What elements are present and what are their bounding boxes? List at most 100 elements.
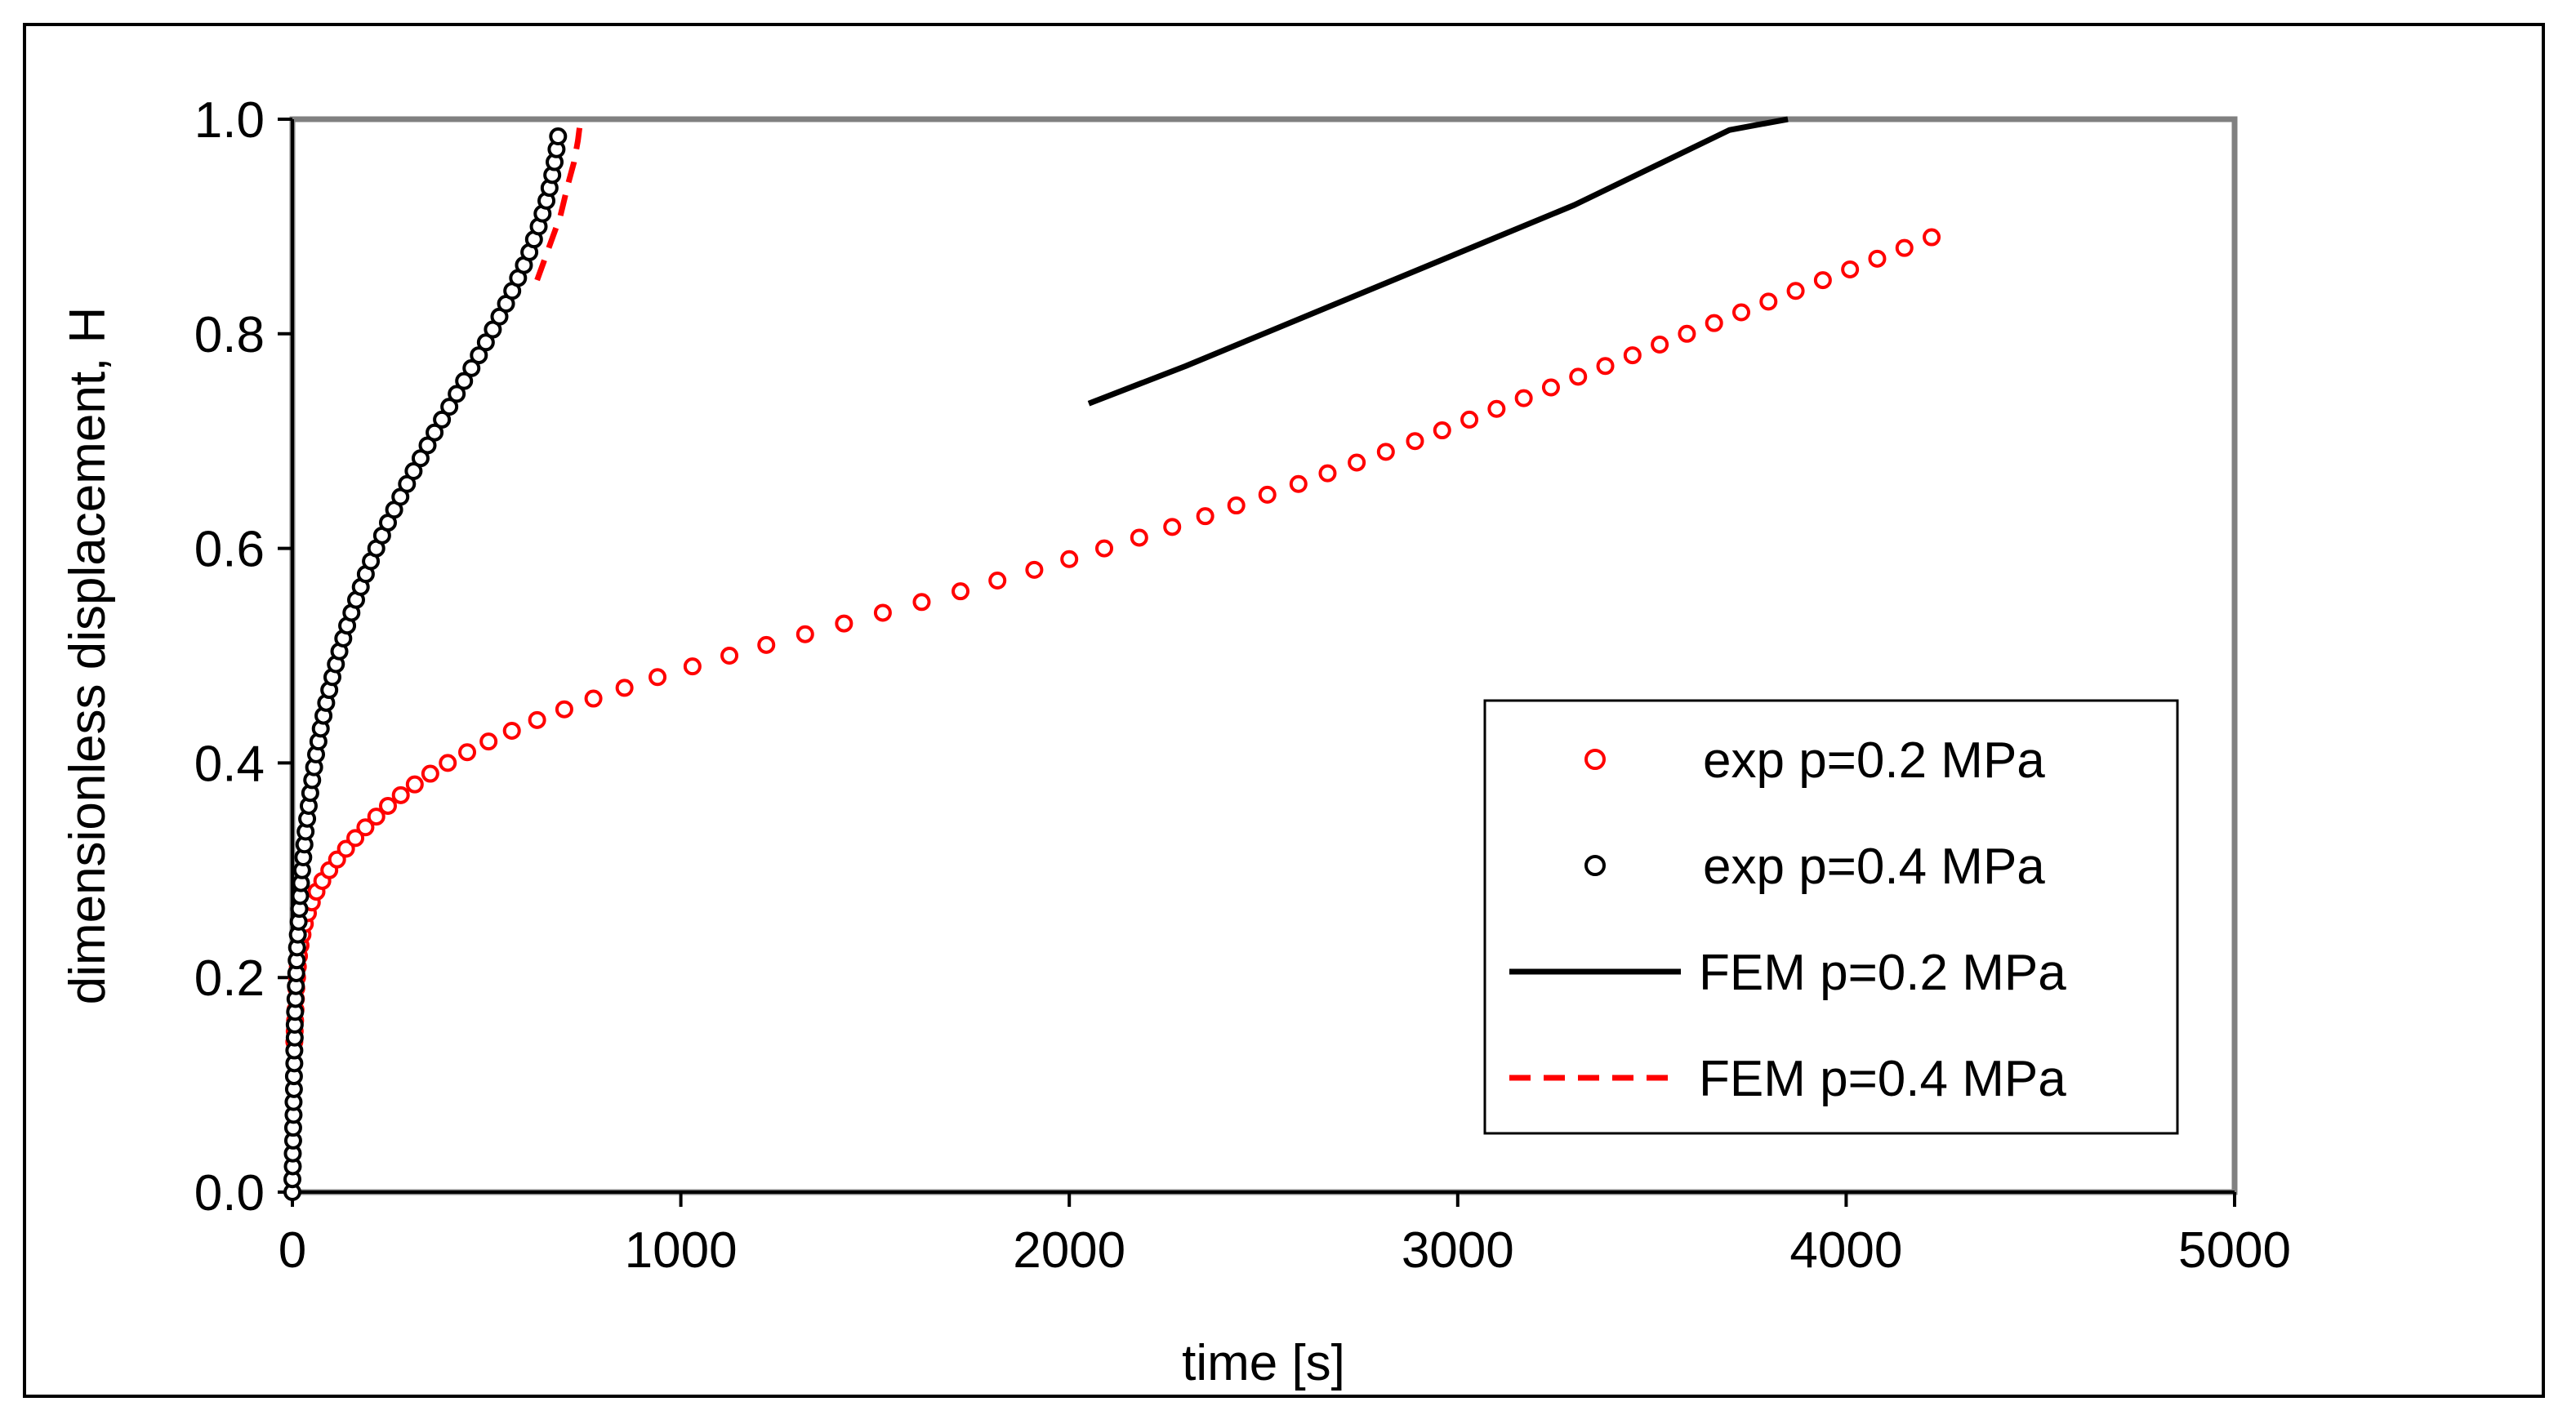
x-tick-label: 3000: [1402, 1222, 1514, 1279]
y-axis-label: dimensionless displacement, H: [60, 307, 116, 1005]
data-point: [952, 582, 970, 601]
data-point: [1705, 314, 1723, 332]
data-point: [1569, 367, 1588, 386]
data-point: [1841, 260, 1860, 278]
data-point: [988, 572, 1007, 590]
data-point: [1095, 539, 1114, 558]
data-point: [1623, 346, 1642, 365]
data-point: [873, 603, 892, 622]
series-3: [534, 118, 584, 282]
data-point: [1460, 410, 1479, 429]
legend-box: [1483, 699, 2179, 1135]
legend-entry: exp p=0.2 MPa: [1584, 732, 2045, 789]
chart-frame: [23, 23, 2545, 1398]
data-point: [1258, 485, 1277, 504]
y-tick-label: 0.2: [194, 950, 265, 1007]
data-point: [433, 410, 452, 429]
series-line: [1087, 116, 1789, 407]
data-point: [440, 398, 459, 416]
data-point: [462, 358, 481, 377]
data-point: [439, 754, 457, 772]
y-tick-label: 1.0: [194, 92, 265, 149]
series-layer: [283, 116, 1941, 1201]
data-point: [1289, 474, 1308, 493]
y-axis-ticks: 0.0 0.2 0.4 0.6 0.8 1.0: [194, 92, 292, 1222]
data-point: [615, 679, 634, 697]
y-tick-label: 0.4: [194, 736, 265, 792]
data-point: [555, 700, 573, 719]
data-point: [346, 829, 365, 848]
data-point: [1060, 550, 1079, 568]
data-point: [1376, 443, 1395, 461]
data-point: [1487, 399, 1506, 418]
data-point: [1731, 303, 1750, 322]
series-1: [283, 127, 568, 1201]
data-point: [1868, 249, 1887, 268]
data-point: [426, 423, 444, 442]
legend-marker-swatch: [1584, 855, 1606, 876]
data-point: [1514, 389, 1533, 407]
x-axis-label: time [s]: [1182, 1335, 1345, 1391]
x-tick-label: 2000: [1013, 1222, 1125, 1279]
data-point: [1651, 335, 1669, 354]
legend-items: exp p=0.2 MPa exp p=0.4 MPa FEM p=0.2 MPa F…: [1509, 732, 2066, 1107]
data-point: [1759, 292, 1778, 311]
legend-entry: FEM p=0.2 MPa: [1509, 945, 2066, 1001]
x-tick-label: 1000: [625, 1222, 738, 1279]
data-point: [1786, 282, 1805, 300]
data-point: [549, 127, 568, 146]
x-tick-label: 4000: [1789, 1222, 1902, 1279]
data-point: [448, 385, 466, 403]
data-point: [1196, 507, 1214, 526]
data-point: [1406, 432, 1424, 451]
data-point: [1813, 271, 1832, 290]
data-point: [1348, 453, 1366, 472]
legend-label: FEM p=0.2 MPa: [1699, 945, 2066, 1001]
data-point: [1895, 238, 1914, 257]
data-point: [1678, 324, 1696, 343]
legend-label: FEM p=0.4 MPa: [1699, 1051, 2066, 1107]
data-point: [1130, 528, 1148, 547]
data-point: [757, 635, 776, 654]
data-point: [835, 614, 853, 633]
data-point: [336, 839, 355, 858]
data-point: [796, 625, 814, 643]
y-tick-label: 0.6: [194, 522, 265, 578]
data-point: [455, 372, 474, 390]
y-tick-label: 0.8: [194, 307, 265, 363]
data-point: [1318, 464, 1337, 483]
data-point: [502, 721, 521, 740]
data-point: [584, 689, 603, 708]
legend-label: exp p=0.4 MPa: [1703, 839, 2045, 895]
x-axis-ticks: 0 1000 2000 3000 4000 5000: [279, 1192, 2291, 1279]
y-tick-label: 0.0: [194, 1165, 265, 1222]
data-point: [528, 710, 546, 729]
data-point: [720, 647, 739, 665]
x-tick-label: 0: [279, 1222, 306, 1279]
series-2: [1087, 116, 1789, 407]
data-point: [912, 593, 931, 612]
data-point: [479, 732, 498, 751]
x-tick-label: 5000: [2178, 1222, 2291, 1279]
data-point: [458, 743, 477, 762]
data-point: [356, 818, 375, 837]
data-point: [1163, 518, 1182, 536]
data-point: [1025, 560, 1044, 579]
data-point: [683, 657, 702, 676]
data-point: [1923, 228, 1941, 247]
data-point: [367, 808, 386, 826]
data-point: [1596, 357, 1615, 376]
data-point: [405, 775, 424, 794]
data-point: [378, 796, 397, 815]
data-point: [391, 785, 410, 804]
legend: exp p=0.2 MPa exp p=0.4 MPa FEM p=0.2 MPa F…: [1483, 699, 2179, 1135]
data-point: [1433, 421, 1451, 440]
data-point: [648, 668, 667, 687]
legend-label: exp p=0.2 MPa: [1703, 732, 2045, 789]
data-point: [421, 764, 439, 783]
data-point: [1541, 378, 1560, 397]
legend-entry: FEM p=0.4 MPa: [1509, 1051, 2066, 1107]
legend-marker-swatch: [1584, 749, 1606, 770]
data-point: [1227, 496, 1246, 515]
